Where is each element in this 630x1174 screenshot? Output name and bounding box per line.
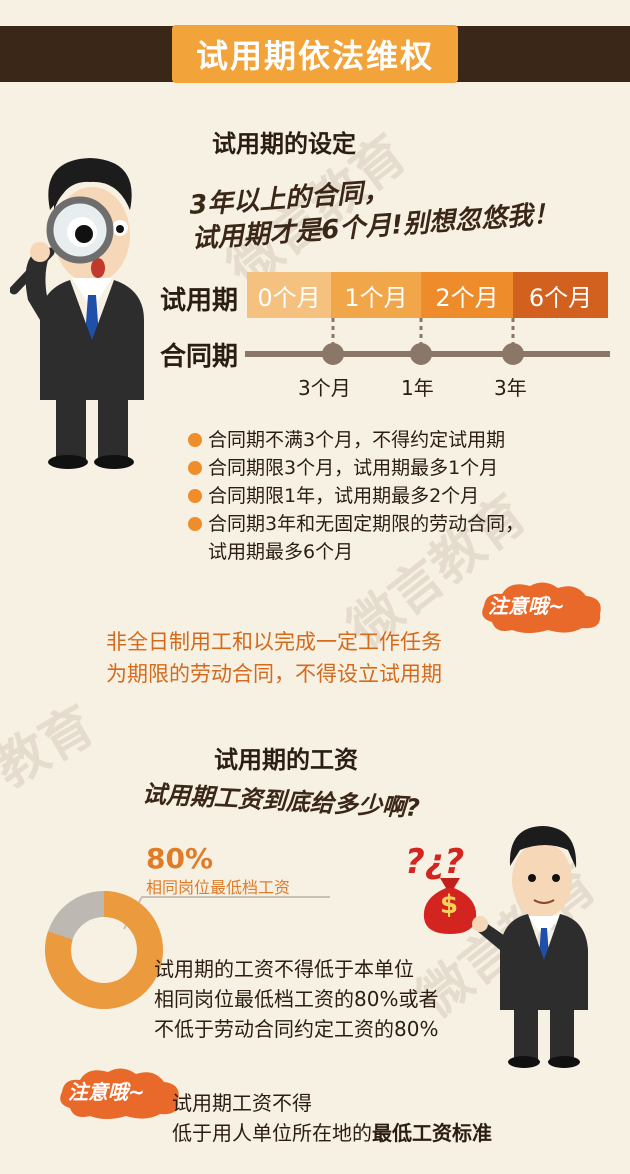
watermark: 教育 bbox=[0, 695, 105, 800]
minimum-wage-highlight: 最低工资标准 bbox=[372, 1121, 492, 1145]
notice-badge: 注意哦~ bbox=[56, 1064, 184, 1126]
man-thinking-illustration bbox=[472, 826, 588, 1068]
speech-text: 试用期工资到底给多少啊? bbox=[141, 779, 421, 823]
probation-segment: 1个月 bbox=[331, 272, 421, 318]
list-item: 合同期限3个月，试用期最多1个月 bbox=[188, 454, 618, 482]
man-magnifier-illustration bbox=[10, 158, 144, 469]
tick-label: 3年 bbox=[494, 376, 527, 400]
header-bar: 试用期依法维权 bbox=[0, 25, 630, 83]
probation-segment: 0个月 bbox=[247, 272, 331, 318]
cloud-icon bbox=[482, 582, 601, 633]
probation-row-label: 试用期 bbox=[160, 286, 239, 316]
cloud-icon bbox=[60, 1068, 179, 1119]
bullet-icon bbox=[188, 517, 202, 531]
contract-timeline bbox=[245, 318, 610, 365]
notice-text: 非全日制用工和以完成一定工作任务 为期限的劳动合同，不得设立试用期 bbox=[106, 630, 442, 686]
money-bag-icon bbox=[423, 878, 477, 934]
probation-segment: 6个月 bbox=[513, 272, 608, 318]
bullet-icon bbox=[188, 461, 202, 475]
wage-donut-chart bbox=[45, 891, 163, 1009]
wage-rule-text: 试用期的工资不得低于本单位 相同岗位最低档工资的80%或者 不低于劳动合同约定工… bbox=[154, 957, 439, 1041]
dollar-sign: $ bbox=[440, 890, 459, 920]
question-marks-icon: ?¿? bbox=[405, 842, 465, 882]
percent-value: 80% bbox=[146, 842, 214, 875]
page-title: 试用期依法维权 bbox=[171, 25, 458, 83]
list-item: 合同期限1年，试用期最多2个月 bbox=[188, 482, 618, 510]
bullet-icon bbox=[188, 433, 202, 447]
minimum-wage-note: 试用期工资不得 低于用人单位所在地的最低工资标准 bbox=[172, 1091, 492, 1145]
list-item: 合同期3年和无固定期限的劳动合同， bbox=[188, 510, 618, 538]
section-title-setting: 试用期的设定 bbox=[212, 130, 356, 158]
list-item-continued: 试用期最多6个月 bbox=[208, 541, 354, 563]
donut-segment bbox=[45, 891, 163, 1009]
bullet-icon bbox=[188, 489, 202, 503]
percent-caption: 相同岗位最低档工资 bbox=[146, 878, 291, 897]
notice-badge: 注意哦~ bbox=[478, 578, 606, 640]
speech-text: 3年以上的合同， 试用期才是6个月!别想忽悠我！ bbox=[188, 163, 560, 257]
rules-list: 合同期不满3个月，不得约定试用期 合同期限3个月，试用期最多1个月 合同期限1年… bbox=[188, 426, 618, 566]
probation-segment: 2个月 bbox=[421, 272, 513, 318]
contract-row-label: 合同期 bbox=[160, 342, 239, 372]
section-title-wage: 试用期的工资 bbox=[214, 746, 358, 774]
list-item: 合同期不满3个月，不得约定试用期 bbox=[188, 426, 618, 454]
notice-label: 注意哦~ bbox=[488, 594, 565, 618]
notice-label: 注意哦~ bbox=[68, 1080, 145, 1104]
tick-label: 1年 bbox=[401, 376, 434, 400]
tick-label: 3个月 bbox=[298, 376, 351, 400]
